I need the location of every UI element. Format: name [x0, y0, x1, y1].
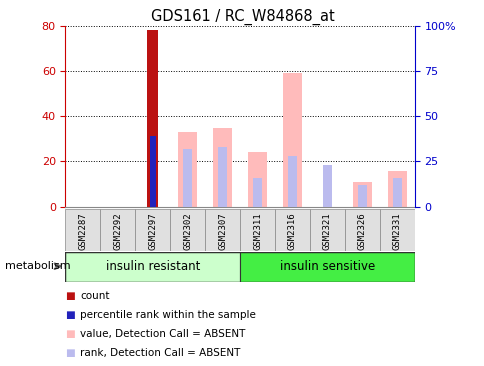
Text: insulin sensitive: insulin sensitive — [279, 260, 374, 273]
Bar — [282, 73, 302, 207]
Bar — [247, 152, 267, 207]
Text: rank, Detection Call = ABSENT: rank, Detection Call = ABSENT — [80, 348, 240, 358]
Bar — [379, 209, 414, 251]
Bar — [240, 209, 274, 251]
Bar — [344, 209, 379, 251]
Bar — [322, 165, 331, 207]
Bar — [135, 209, 170, 251]
Text: ■: ■ — [65, 291, 75, 301]
Text: metabolism: metabolism — [5, 261, 70, 272]
Text: GSM2302: GSM2302 — [183, 212, 192, 250]
Text: count: count — [80, 291, 109, 301]
Bar — [178, 132, 197, 207]
Bar — [218, 147, 227, 207]
Bar — [352, 182, 371, 207]
Text: ■: ■ — [65, 348, 75, 358]
Text: percentile rank within the sample: percentile rank within the sample — [80, 310, 256, 320]
Text: GDS161 / RC_W84868_at: GDS161 / RC_W84868_at — [151, 9, 333, 25]
Bar — [287, 156, 296, 207]
Bar — [274, 209, 309, 251]
Bar — [240, 252, 414, 282]
Bar — [65, 209, 100, 251]
Text: GSM2287: GSM2287 — [78, 212, 87, 250]
Text: GSM2321: GSM2321 — [322, 212, 331, 250]
Bar — [357, 185, 366, 207]
Bar — [147, 30, 158, 207]
Bar — [387, 171, 406, 207]
Bar — [212, 127, 232, 207]
Text: GSM2311: GSM2311 — [253, 212, 261, 250]
Text: ■: ■ — [65, 329, 75, 339]
Bar — [253, 178, 261, 207]
Bar — [183, 149, 192, 207]
Bar — [309, 209, 344, 251]
Text: GSM2316: GSM2316 — [287, 212, 296, 250]
Text: GSM2331: GSM2331 — [392, 212, 401, 250]
Text: GSM2292: GSM2292 — [113, 212, 122, 250]
Text: ■: ■ — [65, 310, 75, 320]
Bar — [170, 209, 205, 251]
Text: insulin resistant: insulin resistant — [106, 260, 199, 273]
Bar — [100, 209, 135, 251]
Text: GSM2326: GSM2326 — [357, 212, 366, 250]
Text: GSM2307: GSM2307 — [218, 212, 227, 250]
Bar — [150, 136, 155, 207]
Bar — [65, 252, 240, 282]
Text: value, Detection Call = ABSENT: value, Detection Call = ABSENT — [80, 329, 245, 339]
Bar — [392, 178, 401, 207]
Text: GSM2297: GSM2297 — [148, 212, 157, 250]
Bar — [205, 209, 240, 251]
